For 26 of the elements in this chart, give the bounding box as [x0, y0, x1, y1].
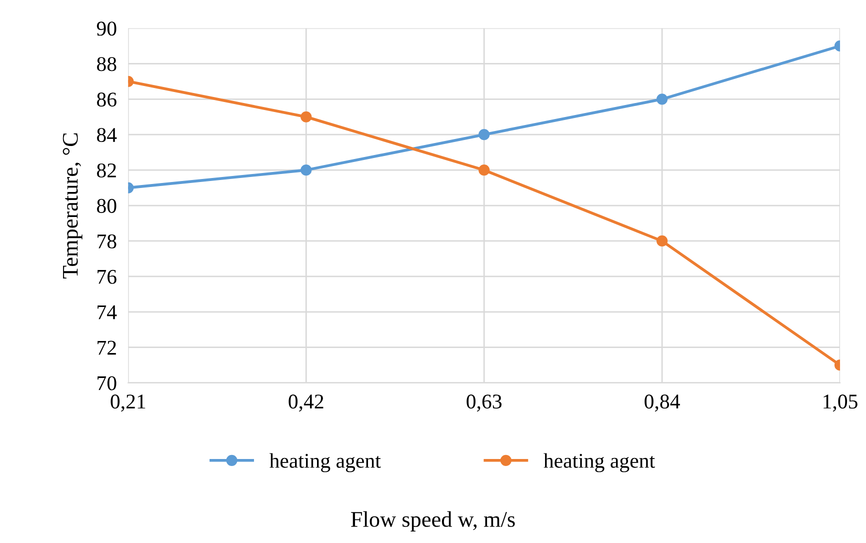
point: [656, 235, 668, 247]
point: [300, 111, 312, 122]
x-tick-label: 0,63: [466, 394, 502, 412]
x-tick-label: 1,05: [824, 394, 858, 412]
y-tick-label: 70: [98, 376, 116, 390]
y-tick-label: 72: [98, 340, 116, 355]
legend-label: heating agent: [544, 453, 655, 472]
y-tick-label: 84: [97, 128, 117, 142]
point: [478, 164, 490, 176]
point: [656, 94, 668, 105]
x-tick-label: 0,21: [110, 394, 146, 412]
y-tick-label: 80: [97, 198, 116, 213]
x-tick-label: 0,42: [288, 394, 324, 412]
y-tick-label: 74: [98, 305, 117, 320]
y-tick-label: 76: [98, 270, 116, 284]
x-axis-title: Flow speed w, m/s: [351, 511, 515, 532]
y-axis-title: Temperature, °C: [62, 133, 82, 279]
y-tick-label: 82: [97, 163, 116, 178]
y-tick-label: 90: [96, 22, 116, 36]
point: [300, 164, 312, 176]
point: [478, 129, 490, 140]
y-tick-label: 88: [97, 57, 116, 72]
y-tick-label: 78: [98, 234, 116, 248]
y-tick-label: 86: [97, 92, 116, 107]
x-tick-label: 0,84: [644, 394, 680, 412]
legend-label: heating agent: [269, 453, 381, 472]
